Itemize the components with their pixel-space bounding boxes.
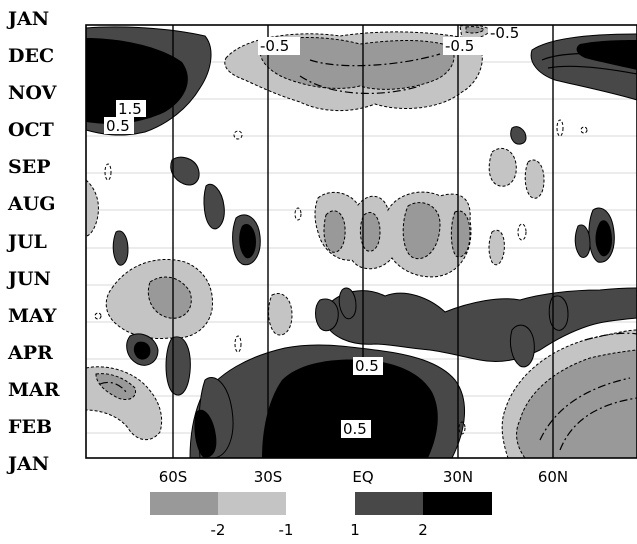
contour-labels: -0.5 -0.5 -0.5 1.5 0.5 0.5 0.5	[104, 24, 528, 438]
contour-label-bg	[353, 357, 383, 375]
pos-strong-mar-eq	[262, 359, 438, 458]
contour-lines	[99, 52, 637, 451]
month-label-jan-bottom: JAN	[6, 453, 49, 475]
x-tick-label-60s: 60S	[159, 468, 188, 486]
contour-line	[99, 381, 127, 393]
month-label-mar: MAR	[8, 379, 60, 401]
plot-frame	[85, 24, 637, 459]
contour-label-bg	[488, 24, 528, 41]
legend-swatch-pos1	[355, 492, 423, 515]
month-label-dec: DEC	[8, 45, 54, 67]
legend-label-pos1: 1	[350, 521, 360, 539]
pos-mid-oct-spot	[510, 126, 527, 145]
contour-label-bg	[258, 37, 300, 55]
neg-region-jun-right	[488, 229, 505, 266]
month-label-oct: OCT	[8, 119, 54, 141]
legend-label-neg2: -2	[211, 521, 226, 539]
month-label-feb: FEB	[8, 416, 52, 438]
contour-label-bg	[443, 37, 485, 55]
x-tick-label-30s: 30S	[254, 468, 283, 486]
contour-spot	[517, 223, 527, 241]
contour-label: -0.5	[490, 24, 519, 42]
contour-label: -0.5	[445, 37, 474, 55]
contour-label-bg	[104, 117, 134, 134]
contour-spot	[94, 312, 102, 320]
neg-mid-mar-right	[516, 349, 637, 459]
x-axis-tick-labels: 60S 30S EQ 30N 60N	[159, 468, 568, 486]
pos-strong-apr-spot	[133, 341, 151, 360]
pos-mid-aug	[203, 183, 225, 230]
pos-mid-jul-2	[112, 230, 129, 266]
pos-strong-dec-nh	[576, 40, 637, 70]
legend-swatch-neg2	[150, 492, 218, 515]
contour-label-bg	[341, 420, 371, 438]
y-axis-month-labels: JAN DEC NOV OCT SEP AUG JUL JUN MAY APR …	[6, 8, 60, 475]
contour-label: -0.5	[260, 37, 289, 55]
month-label-jun: JUN	[6, 268, 51, 290]
contour-spot	[104, 163, 112, 181]
contour-line	[547, 65, 637, 75]
contour-spot	[556, 119, 564, 137]
neg-region-aug-left-edge	[85, 178, 99, 237]
neg-mid-jul-3	[402, 202, 441, 260]
x-tick-label-30n: 30N	[443, 468, 473, 486]
contour-label: 0.5	[343, 420, 367, 438]
contour-line	[584, 332, 637, 341]
contour-spot	[233, 130, 243, 140]
pos-mid-may-center	[338, 287, 357, 320]
legend-label-pos2: 2	[418, 521, 428, 539]
neg-region-aug-spot	[524, 159, 545, 199]
contour-line	[299, 75, 421, 95]
legend-swatch-neg1	[218, 492, 286, 515]
month-label-aug: AUG	[7, 193, 56, 215]
contour-line	[559, 397, 637, 451]
x-tick-label-60n: 60N	[538, 468, 568, 486]
contour-spot	[580, 126, 588, 134]
x-tick-label-eq: EQ	[352, 468, 373, 486]
neg-mid-dec	[259, 37, 455, 90]
pos-strong-jul-2	[595, 220, 612, 257]
pos-strong-jul-1	[239, 223, 256, 259]
contour-spot	[294, 207, 302, 221]
month-label-apr: APR	[7, 342, 53, 364]
pos-strong-oct-sh	[86, 38, 188, 124]
contour-spot	[458, 421, 466, 435]
neg-mid-mar-left	[95, 373, 137, 401]
neg-region-may-spot	[268, 293, 293, 336]
pos-strong-mar-sh	[194, 409, 217, 458]
month-label-jul: JUL	[6, 231, 47, 253]
contour-label: 0.5	[355, 357, 379, 375]
contour-label: 0.5	[106, 117, 130, 135]
positive-strong-regions	[86, 38, 637, 458]
pos-mid-jul-4	[574, 224, 591, 258]
contour-line	[541, 52, 637, 61]
pos-mid-apr-nh	[509, 324, 535, 368]
contour-label: 1.5	[118, 100, 142, 118]
contour-line	[309, 53, 441, 67]
month-label-sep: SEP	[8, 156, 51, 178]
neg-mid-jul-1	[323, 210, 346, 253]
contour-label-bg	[116, 100, 146, 117]
latitude-lines	[172, 25, 554, 458]
neg-mid-jul-4	[450, 210, 471, 258]
month-label-may: MAY	[8, 305, 57, 327]
neg-region-sep-spot	[488, 148, 517, 187]
neg-mid-jul-2	[359, 211, 381, 252]
legend-swatch-pos2	[423, 492, 492, 515]
plot-area: -0.5 -0.5 -0.5 1.5 0.5 0.5 0.5	[85, 24, 637, 459]
month-label-jan-top: JAN	[6, 8, 49, 30]
contour-spot	[234, 335, 242, 353]
month-label-nov: NOV	[8, 82, 58, 104]
pos-mid-may-left	[315, 298, 339, 332]
legend-label-neg1: -1	[279, 521, 294, 539]
pos-mid-apr-sh	[165, 336, 191, 396]
negative-medium-regions	[95, 26, 637, 459]
legend: -2 -1 1 2	[150, 492, 492, 539]
neg-mid-jan-top	[465, 26, 485, 34]
neg-mid-may	[147, 276, 192, 319]
small-contour-spots	[94, 119, 588, 435]
pos-mid-may-nh-spot	[548, 295, 569, 331]
contour-line	[539, 377, 631, 441]
